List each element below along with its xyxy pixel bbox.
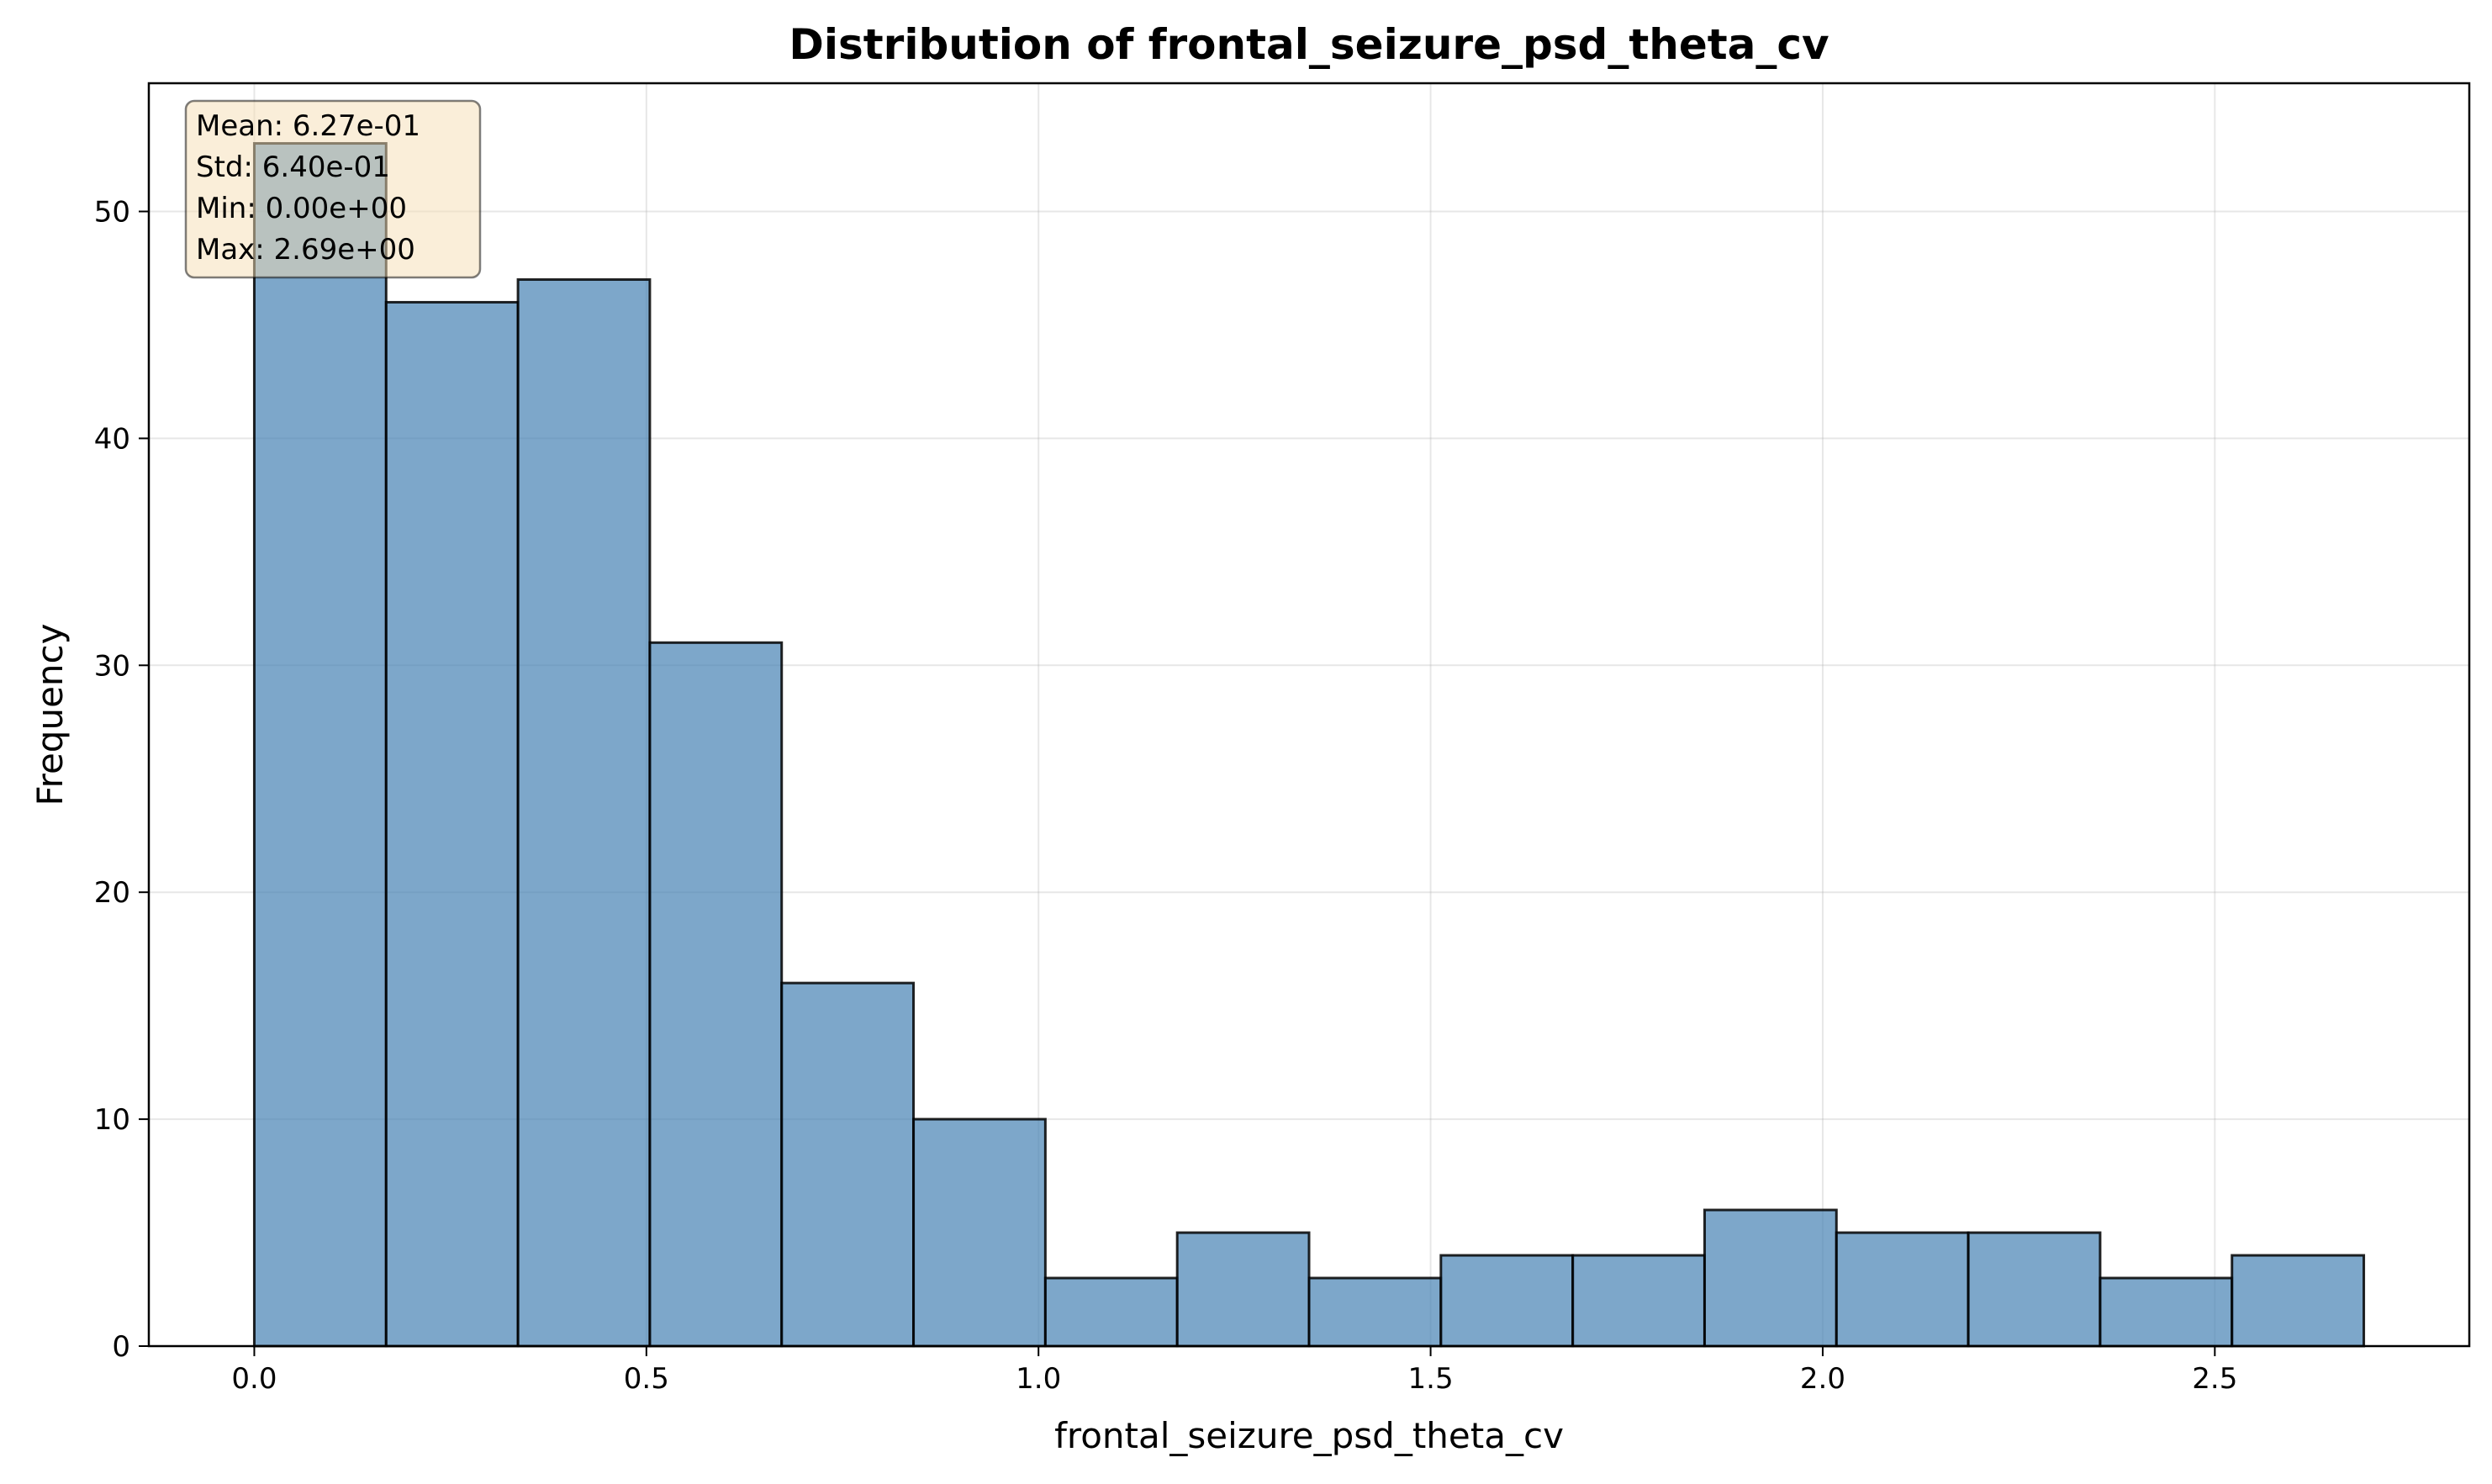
y-tick-label: 20	[94, 876, 130, 910]
histogram-bar	[912, 1117, 1047, 1348]
stats-std: Std: 6.40e-01	[196, 151, 390, 184]
histogram-bar	[1703, 1208, 1838, 1348]
histogram-bar	[1307, 1276, 1443, 1348]
y-tick-label: 10	[94, 1103, 130, 1137]
y-tick-label: 50	[94, 195, 130, 229]
x-tick-label: 2.5	[2192, 1362, 2237, 1396]
histogram-bars	[252, 142, 2366, 1348]
x-tick-label: 1.0	[1016, 1362, 1061, 1396]
y-axis-label: Frequency	[29, 624, 71, 806]
x-tick-label: 1.5	[1408, 1362, 1454, 1396]
histogram-bar	[516, 277, 652, 1348]
axis-ticks: 0.0 0.5 1.0 1.5 2.0 2.5 0 10 20 30 40 50	[94, 195, 2238, 1396]
x-tick-label: 0.5	[624, 1362, 669, 1396]
histogram-bar	[1175, 1231, 1311, 1348]
histogram-bar	[2099, 1276, 2234, 1348]
y-tick-label: 0	[112, 1330, 130, 1364]
y-tick-label: 30	[94, 649, 130, 683]
histogram-bar	[384, 300, 520, 1348]
histogram-bar	[252, 142, 388, 1348]
stats-min: Min: 0.00e+00	[196, 192, 407, 225]
histogram-bar	[1043, 1276, 1179, 1348]
chart-title: Distribution of frontal_seizure_psd_thet…	[789, 20, 1829, 69]
x-axis-label: frontal_seizure_psd_theta_cv	[1054, 1415, 1564, 1456]
stats-box-background	[184, 99, 482, 279]
plot-frame	[147, 82, 2471, 1348]
histogram-bar	[1967, 1231, 2102, 1348]
stats-max: Max: 2.69e+00	[196, 233, 415, 267]
histogram-bar	[780, 981, 916, 1348]
stats-box: Mean: 6.27e-01 Std: 6.40e-01 Min: 0.00e+…	[184, 99, 482, 279]
histogram-bar	[1571, 1254, 1706, 1348]
y-tick-label: 40	[94, 422, 130, 456]
stats-mean: Mean: 6.27e-01	[196, 109, 420, 143]
histogram-bar	[1835, 1231, 1970, 1348]
histogram-bar	[648, 641, 784, 1348]
histogram-bar	[2231, 1254, 2366, 1348]
x-tick-label: 0.0	[231, 1362, 277, 1396]
histogram-bar	[1439, 1254, 1575, 1348]
x-tick-label: 2.0	[1800, 1362, 1845, 1396]
